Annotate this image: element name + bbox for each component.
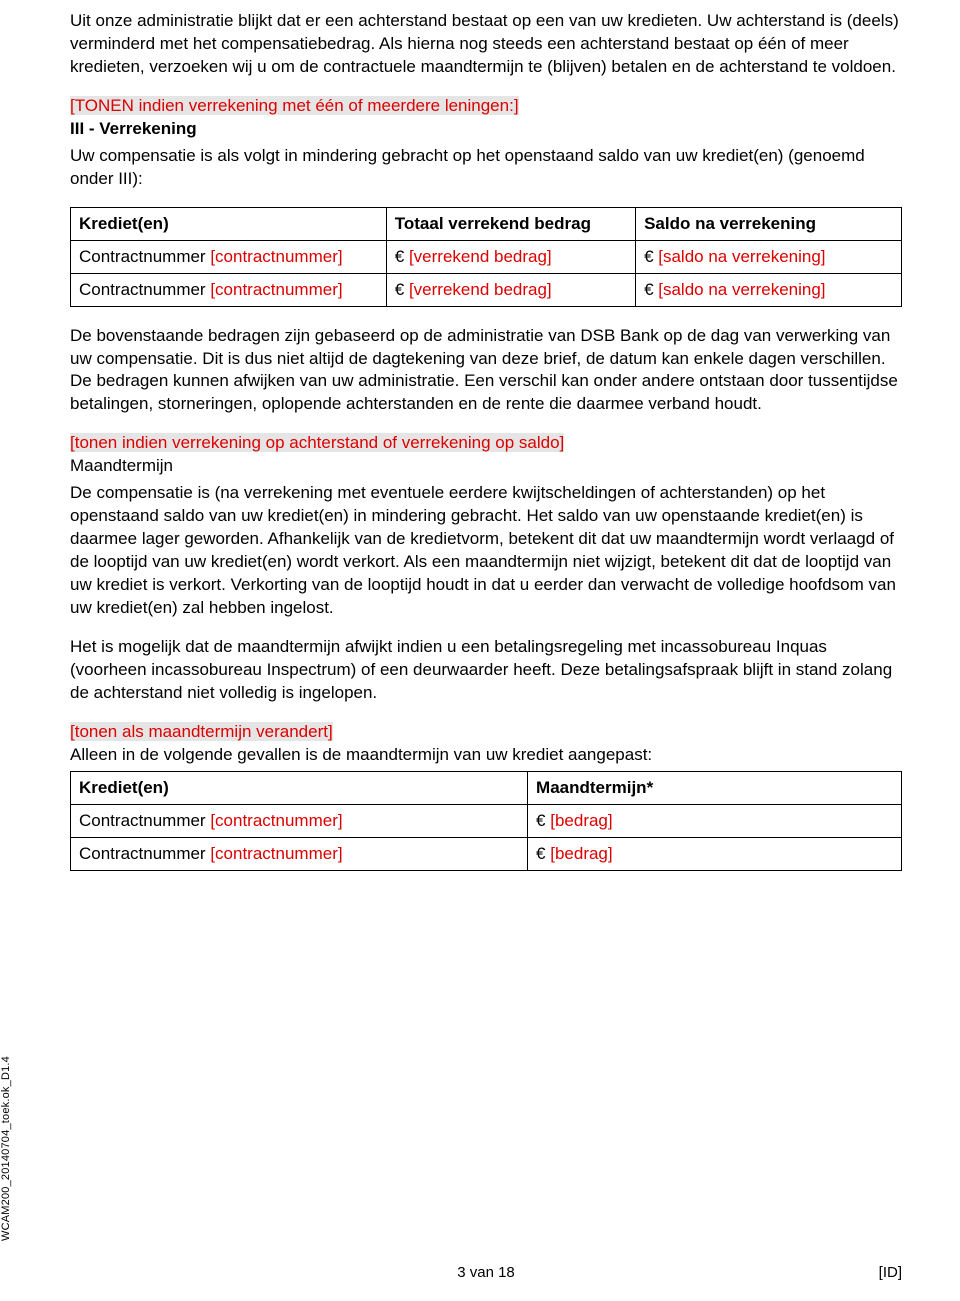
cell-krediet: Contractnummer [contractnummer] [71, 240, 387, 273]
cell-maandtermijn: € [bedrag] [528, 837, 902, 870]
col-maandtermijn: Maandtermijn* [528, 771, 902, 804]
section3-block: [TONEN indien verrekening met één of mee… [70, 95, 902, 141]
maand-block: [tonen indien verrekening op achterstand… [70, 432, 902, 478]
col-krediet: Krediet(en) [71, 771, 528, 804]
footer-id: [ID] [879, 1264, 902, 1281]
section3-after-paragraph: De bovenstaande bedragen zijn gebaseerd … [70, 325, 902, 417]
intro-paragraph: Uit onze administratie blijkt dat er een… [70, 10, 902, 79]
section3-conditional: [TONEN indien verrekening met één of mee… [70, 96, 519, 115]
maandtermijn-table: Krediet(en) Maandtermijn* Contractnummer… [70, 771, 902, 871]
change-intro: Alleen in de volgende gevallen is de maa… [70, 745, 652, 764]
cell-saldo: € [saldo na verrekening] [636, 240, 902, 273]
col-krediet: Krediet(en) [71, 207, 387, 240]
page-footer: 3 van 18 [ID] [70, 1264, 902, 1281]
cell-totaal: € [verrekend bedrag] [386, 273, 635, 306]
change-block: [tonen als maandtermijn verandert] Allee… [70, 721, 902, 767]
cell-krediet: Contractnummer [contractnummer] [71, 273, 387, 306]
verrekening-table: Krediet(en) Totaal verrekend bedrag Sald… [70, 207, 902, 307]
table-row: Contractnummer [contractnummer] € [bedra… [71, 837, 902, 870]
page-number: 3 van 18 [457, 1264, 515, 1281]
maand-para1: De compensatie is (na verrekening met ev… [70, 482, 902, 620]
table-row: Contractnummer [contractnummer] € [bedra… [71, 804, 902, 837]
table-header-row: Krediet(en) Maandtermijn* [71, 771, 902, 804]
table-header-row: Krediet(en) Totaal verrekend bedrag Sald… [71, 207, 902, 240]
side-document-code: WCAM200_20140704_toek.ok_D1.4 [0, 1056, 12, 1241]
cell-saldo: € [saldo na verrekening] [636, 273, 902, 306]
section3-intro: Uw compensatie is als volgt in mindering… [70, 145, 902, 191]
maand-heading: Maandtermijn [70, 456, 173, 475]
change-conditional: [tonen als maandtermijn verandert] [70, 722, 333, 741]
table-row: Contractnummer [contractnummer] € [verre… [71, 240, 902, 273]
col-saldo: Saldo na verrekening [636, 207, 902, 240]
table-row: Contractnummer [contractnummer] € [verre… [71, 273, 902, 306]
maand-conditional: [tonen indien verrekening op achterstand… [70, 433, 564, 452]
cell-krediet: Contractnummer [contractnummer] [71, 837, 528, 870]
cell-krediet: Contractnummer [contractnummer] [71, 804, 528, 837]
section3-heading: III - Verrekening [70, 119, 197, 138]
col-totaal: Totaal verrekend bedrag [386, 207, 635, 240]
cell-totaal: € [verrekend bedrag] [386, 240, 635, 273]
maand-para2: Het is mogelijk dat de maandtermijn afwi… [70, 636, 902, 705]
cell-maandtermijn: € [bedrag] [528, 804, 902, 837]
